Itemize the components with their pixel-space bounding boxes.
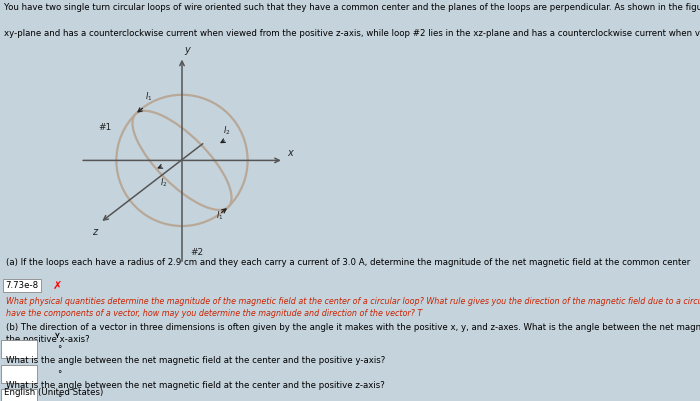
Text: #2: #2 (190, 248, 203, 257)
Text: (b) The direction of a vector in three dimensions is often given by the angle it: (b) The direction of a vector in three d… (6, 323, 700, 332)
Text: You have two single turn circular loops of wire oriented such that they have a c: You have two single turn circular loops … (4, 2, 700, 12)
Text: °: ° (57, 370, 62, 379)
Text: °: ° (57, 345, 62, 354)
Text: have the components of a vector, how may you determine the magnitude and directi: have the components of a vector, how may… (6, 309, 422, 318)
Text: xy-plane and has a counterclockwise current when viewed from the positive z-axis: xy-plane and has a counterclockwise curr… (4, 29, 700, 38)
Text: #1: #1 (98, 123, 111, 132)
Text: z: z (92, 227, 97, 237)
Text: What is the angle between the net magnetic field at the center and the positive : What is the angle between the net magnet… (6, 381, 384, 390)
Text: What is the angle between the net magnetic field at the center and the positive : What is the angle between the net magnet… (6, 356, 385, 365)
Text: °: ° (57, 395, 62, 401)
Text: y: y (185, 45, 190, 55)
Text: $I_2$: $I_2$ (160, 176, 167, 188)
Text: $I_2$: $I_2$ (223, 124, 230, 137)
Text: the positive x-axis?: the positive x-axis? (6, 334, 89, 344)
Text: (a) If the loops each have a radius of 2.9 cm and they each carry a current of 3: (a) If the loops each have a radius of 2… (6, 258, 690, 267)
Text: What physical quantities determine the magnitude of the magnetic field at the ce: What physical quantities determine the m… (6, 297, 700, 306)
Text: English (United States): English (United States) (4, 389, 103, 397)
Text: $I_1$: $I_1$ (216, 210, 224, 222)
Text: x: x (287, 148, 293, 158)
Text: $I_1$: $I_1$ (146, 90, 153, 103)
Text: 7.73e-8: 7.73e-8 (6, 281, 38, 290)
Text: ✗: ✗ (52, 281, 62, 291)
